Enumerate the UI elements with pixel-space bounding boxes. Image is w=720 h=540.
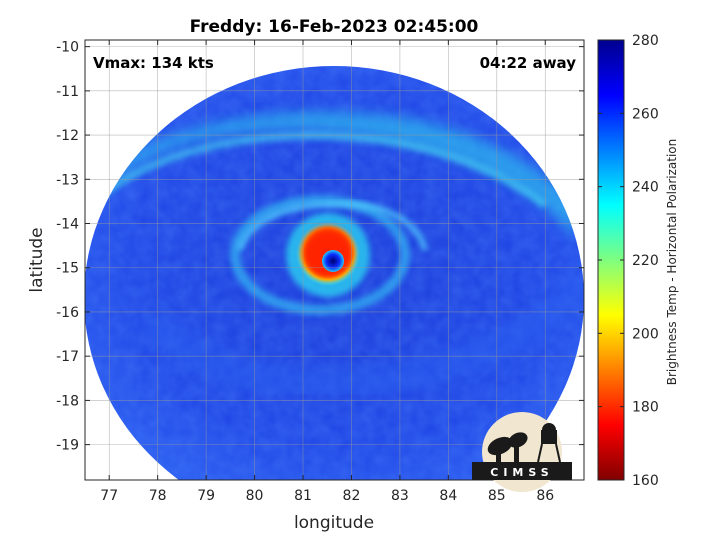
x-tick-label: 81 bbox=[294, 488, 312, 504]
y-tick-label: -14 bbox=[56, 217, 79, 233]
y-tick-label: -11 bbox=[56, 84, 79, 100]
x-tick-label: 78 bbox=[149, 488, 167, 504]
colorbar-tick-label: 260 bbox=[632, 106, 659, 122]
y-tick-label: -19 bbox=[56, 438, 79, 454]
y-tick-label: -12 bbox=[56, 128, 79, 144]
colorbar-tick-label: 280 bbox=[632, 33, 659, 49]
y-tick-label: -18 bbox=[56, 393, 79, 409]
y-tick-label: -10 bbox=[56, 40, 79, 56]
cold-cloud-band bbox=[85, 111, 575, 240]
y-tick-label: -13 bbox=[56, 172, 79, 188]
x-tick-label: 82 bbox=[343, 488, 361, 504]
colorbar: 280 260 240 220 200 180 160 Brightness Temp - … bbox=[597, 33, 679, 489]
x-tick-label: 84 bbox=[439, 488, 457, 504]
x-tick-label: 83 bbox=[391, 488, 409, 504]
x-tick-label: 86 bbox=[536, 488, 554, 504]
grid bbox=[85, 40, 584, 480]
eye bbox=[322, 250, 344, 272]
axes-frame bbox=[84, 39, 585, 481]
y-tick-label: -17 bbox=[56, 349, 79, 365]
logo-text: CIMSS bbox=[490, 466, 553, 479]
y-axis-label: latitude bbox=[27, 227, 47, 292]
x-axis-label: longitude bbox=[294, 513, 374, 533]
colorbar-tick-label: 180 bbox=[632, 400, 659, 416]
time-away-annotation: 04:22 away bbox=[480, 54, 577, 72]
x-tick-label: 77 bbox=[100, 488, 118, 504]
x-tick-label: 80 bbox=[246, 488, 264, 504]
cimss-logo: CIMSS bbox=[472, 412, 572, 492]
y-axis-ticks: -10 -11 -12 -13 -14 -15 -16 -17 -18 -19 bbox=[56, 40, 584, 454]
vmax-annotation: Vmax: 134 kts bbox=[93, 54, 214, 72]
x-tick-label: 85 bbox=[488, 488, 506, 504]
colorbar-ticks: 280 260 240 220 200 180 160 bbox=[598, 33, 659, 489]
colorbar-label: Brightness Temp - Horizontal Polarizatio… bbox=[665, 139, 679, 386]
colorbar-tick-label: 200 bbox=[632, 326, 659, 342]
colorbar-tick-label: 220 bbox=[632, 253, 659, 269]
colorbar-tick-label: 160 bbox=[632, 473, 659, 489]
x-tick-label: 79 bbox=[197, 488, 215, 504]
y-tick-label: -16 bbox=[56, 305, 79, 321]
x-axis-ticks: 77 78 79 80 81 82 83 84 85 86 bbox=[100, 40, 554, 504]
colorbar-tick-label: 240 bbox=[632, 180, 659, 196]
chart-title: Freddy: 16-Feb-2023 02:45:00 bbox=[190, 17, 479, 37]
y-tick-label: -15 bbox=[56, 261, 79, 277]
